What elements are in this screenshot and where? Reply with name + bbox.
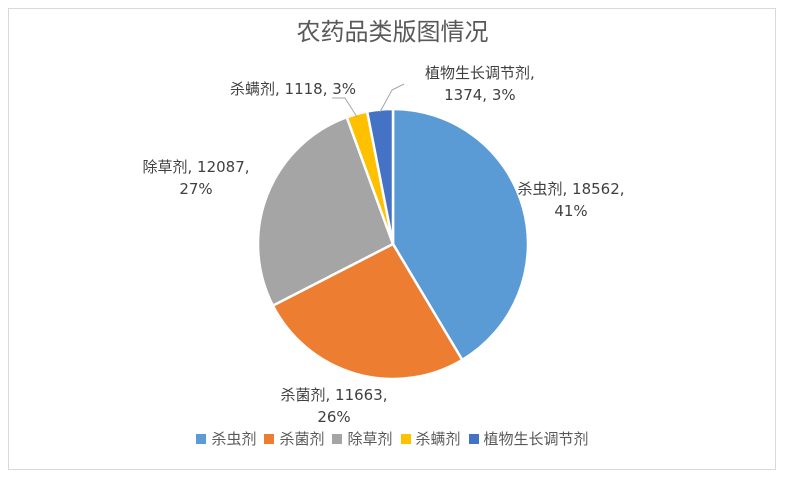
legend-label-4: 植物生长调节剂 (483, 430, 589, 448)
legend: 杀虫剂 杀菌剂 除草剂 杀螨剂 植物生长调节剂 (0, 428, 785, 449)
data-label-4: 植物生长调节剂, 1374, 3% (425, 64, 535, 104)
pie-slice-4 (365, 107, 395, 245)
legend-label-1: 杀菌剂 (279, 430, 325, 448)
legend-swatch-4 (468, 433, 479, 444)
legend-label-2: 除草剂 (347, 430, 393, 448)
chart-title: 农药品类版图情况 (296, 18, 489, 46)
data-label-1: 杀菌剂, 11663, 26% (280, 386, 388, 426)
legend-swatch-3 (400, 433, 411, 444)
legend-item-3: 杀螨剂 (400, 428, 461, 449)
legend-item-2: 除草剂 (332, 428, 393, 449)
leader-line-3 (332, 97, 358, 118)
data-label-0: 杀虫剂, 18562, 41% (517, 180, 625, 220)
legend-item-1: 杀菌剂 (264, 428, 324, 449)
leader-line-4 (379, 83, 405, 113)
data-label-2: 除草剂, 12087, 27% (142, 158, 250, 198)
legend-item-0: 杀虫剂 (196, 428, 256, 449)
legend-swatch-1 (264, 433, 275, 444)
legend-item-4: 植物生长调节剂 (468, 428, 589, 449)
pie-slice-0 (391, 107, 530, 362)
pie-slice-2 (256, 115, 395, 308)
legend-swatch-0 (196, 433, 207, 444)
legend-label-0: 杀虫剂 (211, 430, 257, 448)
data-label-3: 杀螨剂, 1118, 3% (230, 80, 357, 98)
legend-label-3: 杀螨剂 (415, 430, 461, 448)
pie-slice-1 (271, 242, 464, 381)
legend-swatch-2 (332, 433, 343, 444)
